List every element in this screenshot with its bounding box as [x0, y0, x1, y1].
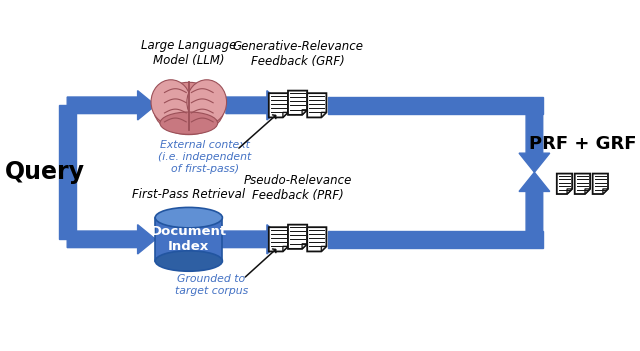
- Polygon shape: [519, 172, 550, 231]
- Polygon shape: [269, 93, 288, 118]
- Polygon shape: [302, 110, 307, 115]
- Polygon shape: [288, 225, 307, 249]
- Polygon shape: [321, 246, 326, 251]
- Polygon shape: [593, 174, 608, 194]
- Text: Query: Query: [5, 160, 85, 184]
- Polygon shape: [585, 189, 590, 194]
- Ellipse shape: [160, 112, 218, 134]
- Polygon shape: [567, 189, 572, 194]
- Ellipse shape: [156, 251, 223, 271]
- Ellipse shape: [151, 80, 191, 125]
- Polygon shape: [283, 246, 288, 251]
- Polygon shape: [557, 174, 572, 194]
- Ellipse shape: [156, 207, 223, 228]
- Polygon shape: [269, 227, 288, 251]
- Text: Document
Index: Document Index: [151, 225, 227, 253]
- Polygon shape: [223, 225, 285, 254]
- Polygon shape: [575, 174, 590, 194]
- Text: External context
(i.e. independent
of first-pass): External context (i.e. independent of fi…: [158, 140, 252, 174]
- Polygon shape: [328, 231, 543, 247]
- Text: Grounded to
target corpus: Grounded to target corpus: [175, 274, 248, 296]
- Text: First-Pass Retrieval: First-Pass Retrieval: [132, 188, 245, 201]
- Text: Pseudo-Relevance
Feedback (PRF): Pseudo-Relevance Feedback (PRF): [243, 174, 352, 202]
- Polygon shape: [288, 91, 307, 115]
- Polygon shape: [307, 227, 326, 251]
- Polygon shape: [603, 189, 608, 194]
- Polygon shape: [519, 114, 550, 172]
- Ellipse shape: [154, 82, 224, 135]
- Polygon shape: [67, 91, 156, 120]
- Ellipse shape: [187, 80, 227, 125]
- Polygon shape: [302, 244, 307, 249]
- Polygon shape: [226, 91, 285, 120]
- Polygon shape: [307, 93, 326, 118]
- Polygon shape: [328, 97, 543, 114]
- Text: PRF + GRF: PRF + GRF: [529, 134, 636, 153]
- Text: Generative-Relevance
Feedback (GRF): Generative-Relevance Feedback (GRF): [232, 40, 363, 68]
- Polygon shape: [321, 112, 326, 118]
- Polygon shape: [67, 225, 156, 254]
- Text: Large Language
Model (LLM): Large Language Model (LLM): [141, 39, 237, 67]
- Polygon shape: [283, 112, 288, 118]
- Polygon shape: [156, 218, 223, 261]
- Polygon shape: [59, 105, 76, 239]
